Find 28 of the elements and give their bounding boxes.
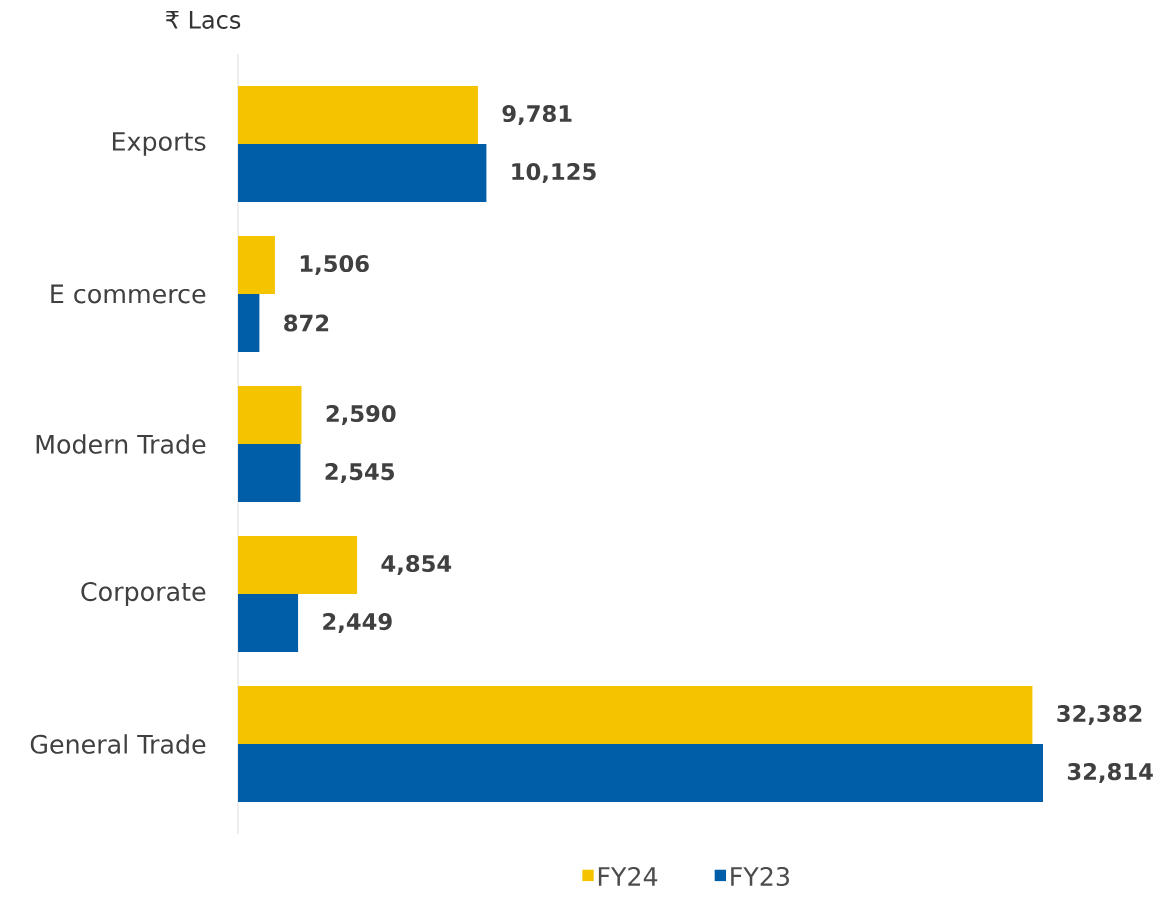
bar xyxy=(238,685,1033,745)
chart-title: ₹ Lacs xyxy=(165,11,241,29)
bar xyxy=(238,535,358,595)
y-tick-label: Exports xyxy=(112,132,206,156)
data-label: 1,506 xyxy=(300,254,369,275)
data-label: 4,854 xyxy=(381,554,452,575)
data-label: 2,545 xyxy=(325,463,394,484)
data-label: 32,382 xyxy=(1057,704,1142,725)
data-label: 2,449 xyxy=(323,613,392,634)
bar xyxy=(238,294,260,353)
y-tick-label: General Trade xyxy=(30,734,206,754)
y-tick-label: E commerce xyxy=(51,284,206,304)
data-label: 9,781 xyxy=(502,104,572,125)
bar xyxy=(238,144,487,203)
bar xyxy=(238,444,301,503)
bar xyxy=(238,85,478,145)
data-label: 2,590 xyxy=(326,404,396,425)
bar xyxy=(238,235,275,294)
legend-label: FY23 xyxy=(731,866,789,887)
bar xyxy=(238,385,302,445)
y-tick-label: Corporate xyxy=(81,581,206,607)
data-label: 32,814 xyxy=(1067,763,1153,784)
data-label: 10,125 xyxy=(512,163,596,184)
data-label: 872 xyxy=(284,314,329,332)
legend-label: FY24 xyxy=(598,866,658,886)
bar xyxy=(238,594,299,653)
bar xyxy=(238,744,1044,803)
y-tick-label: Modern Trade xyxy=(36,434,206,454)
